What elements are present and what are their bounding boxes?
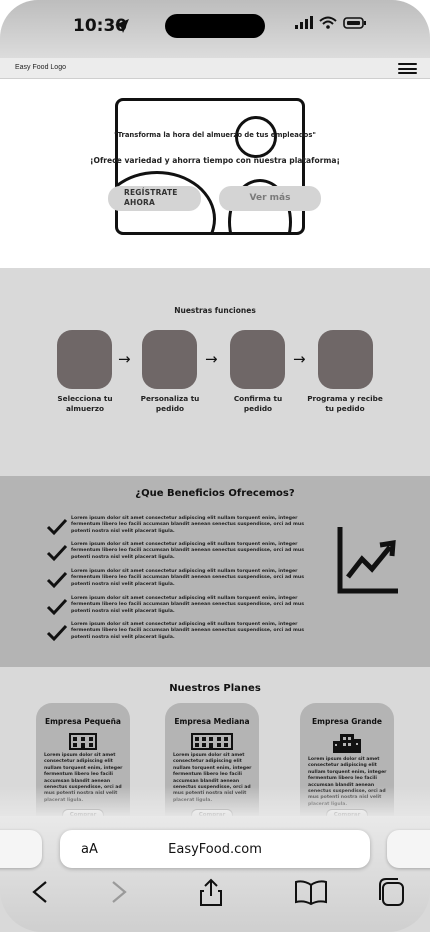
benefit-item: Lorem ipsum dolor sit amet consectetur a… <box>46 516 316 538</box>
feature-step-image <box>318 330 373 389</box>
hero-subheadline: ¡Ofrece variedad y ahorra tiempo con nue… <box>90 156 340 165</box>
arrow-right-icon: → <box>293 350 306 368</box>
feature-step-image <box>230 330 285 389</box>
checkmark-icon <box>46 544 68 562</box>
benefit-item: Lorem ipsum dolor sit amet consectetur a… <box>46 569 316 591</box>
feature-step-image <box>142 330 197 389</box>
top-navbar: Easy Food Logo <box>0 58 430 79</box>
status-time: 10:30 <box>73 16 128 36</box>
battery-icon <box>343 16 366 29</box>
tabs-icon[interactable] <box>374 876 410 908</box>
plan-name: Empresa Mediana <box>174 717 250 726</box>
benefit-item: Lorem ipsum dolor sit amet consectetur a… <box>46 622 316 644</box>
feature-step-label: Selecciona tu almuerzo <box>57 394 113 413</box>
benefit-item: Lorem ipsum dolor sit amet consectetur a… <box>46 596 316 618</box>
plan-name: Empresa Pequeña <box>44 717 121 726</box>
site-logo[interactable]: Easy Food Logo <box>15 64 66 71</box>
location-arrow-icon <box>115 19 129 33</box>
features-section: Nuestras funciones → → → Selecciona tu a… <box>0 268 430 476</box>
status-bar: 10:30 <box>0 0 430 58</box>
hero-headline: "Transforma la hora del almuerzo de tus … <box>114 131 316 139</box>
register-button[interactable]: REGÍSTRATE AHORA <box>108 186 201 211</box>
checkmark-icon <box>46 624 68 642</box>
dynamic-island <box>165 14 265 38</box>
forward-icon[interactable] <box>101 876 137 908</box>
scroll-fade <box>0 786 430 816</box>
benefit-text: Lorem ipsum dolor sit amet consectetur a… <box>71 542 305 560</box>
previous-tab-preview[interactable] <box>0 830 42 868</box>
benefit-text: Lorem ipsum dolor sit amet consectetur a… <box>71 596 305 614</box>
growth-chart-icon <box>337 527 398 594</box>
feature-step-label: Confirma tu pedido <box>233 394 283 413</box>
more-info-button[interactable]: Ver más <box>219 186 321 211</box>
benefits-section: ¿Que Beneficios Ofrecemos? Lorem ipsum d… <box>0 476 430 667</box>
benefits-title: ¿Que Beneficios Ofrecemos? <box>135 488 295 499</box>
wifi-icon <box>319 16 337 29</box>
arrow-right-icon: → <box>205 350 218 368</box>
bookmarks-icon[interactable] <box>293 876 329 908</box>
large-building-icon <box>333 734 361 753</box>
next-tab-preview[interactable] <box>387 830 430 868</box>
benefit-text: Lorem ipsum dolor sit amet consectetur a… <box>71 516 305 534</box>
browser-toolbar: aA EasyFood.com <box>0 816 430 932</box>
benefit-text: Lorem ipsum dolor sit amet consectetur a… <box>71 622 305 640</box>
feature-step-image <box>57 330 112 389</box>
plans-title: Nuestros Planes <box>169 683 261 694</box>
checkmark-icon <box>46 571 68 589</box>
plan-name: Empresa Grande <box>312 717 382 726</box>
signal-icon <box>295 16 313 29</box>
checkmark-icon <box>46 518 68 536</box>
medium-building-icon <box>191 733 233 750</box>
hero-sun-shape <box>235 116 277 158</box>
benefit-text: Lorem ipsum dolor sit amet consectetur a… <box>71 569 305 587</box>
text-size-button[interactable]: aA <box>81 842 98 857</box>
small-building-icon <box>69 733 97 750</box>
hamburger-menu-icon[interactable] <box>398 63 417 74</box>
share-icon[interactable] <box>193 876 229 908</box>
address-bar[interactable]: aA EasyFood.com <box>60 830 370 868</box>
hero-image-placeholder <box>115 98 305 235</box>
checkmark-icon <box>46 598 68 616</box>
back-icon[interactable] <box>22 876 58 908</box>
benefit-item: Lorem ipsum dolor sit amet consectetur a… <box>46 542 316 564</box>
url-text[interactable]: EasyFood.com <box>168 842 262 857</box>
feature-step-label: Personaliza tu pedido <box>140 394 200 413</box>
features-title: Nuestras funciones <box>174 306 256 315</box>
feature-step-label: Programa y recibe tu pedido <box>307 394 383 413</box>
arrow-right-icon: → <box>118 350 131 368</box>
